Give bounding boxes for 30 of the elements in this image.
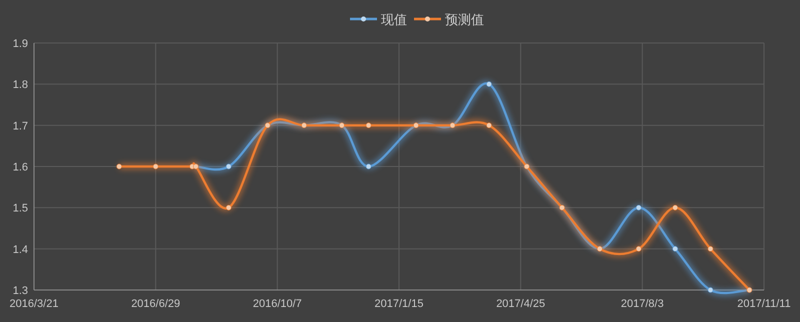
point (672, 246, 678, 252)
point (708, 287, 714, 293)
x-tick-label: 2016/6/29 (131, 298, 180, 310)
y-tick-label: 1.6 (12, 162, 28, 174)
x-tick-label: 2017/4/25 (496, 298, 546, 310)
point (486, 81, 492, 87)
y-tick-label: 1.9 (12, 38, 28, 50)
point (708, 246, 714, 252)
point (116, 164, 122, 170)
x-tick-label: 2017/8/3 (620, 298, 664, 310)
point (672, 204, 678, 210)
y-tick-label: 1.7 (12, 120, 28, 132)
point (226, 164, 232, 170)
x-tick-label: 2017/11/11 (737, 298, 791, 310)
point (226, 204, 232, 210)
point (636, 204, 642, 210)
y-tick-label: 1.5 (12, 202, 28, 215)
point (152, 164, 158, 170)
y-tick-label: 1.4 (12, 244, 28, 256)
x-tick-label: 2016/10/7 (252, 298, 302, 310)
x-tick-label: 2016/3/21 (10, 298, 58, 310)
y-tick-label: 1.8 (12, 79, 28, 92)
point (366, 122, 372, 128)
point (486, 122, 492, 128)
y-tick-label: 1.3 (12, 285, 28, 297)
point (636, 246, 642, 252)
point (366, 164, 372, 170)
x-tick-label: 2017/1/15 (374, 298, 424, 310)
legend-label: 预测值 (445, 12, 484, 27)
legend-label: 现值 (381, 12, 407, 27)
